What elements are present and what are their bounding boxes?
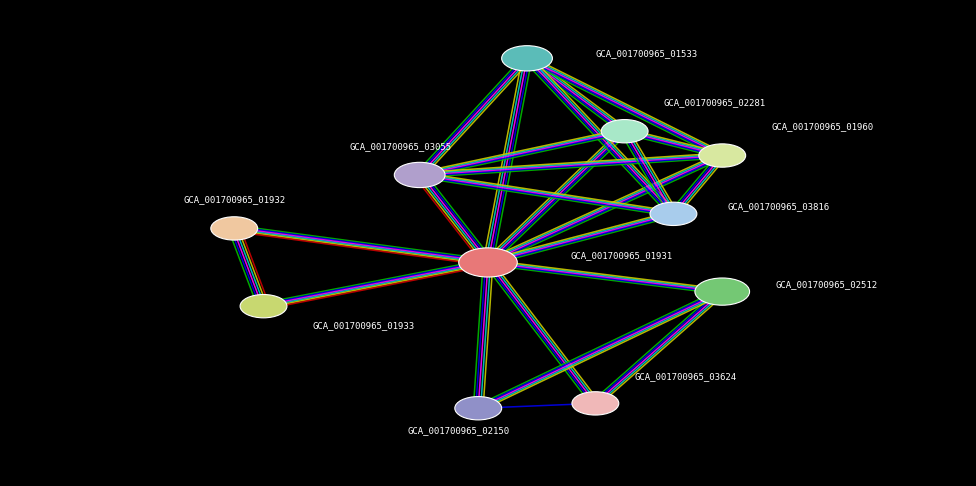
Text: GCA_001700965_01960: GCA_001700965_01960	[771, 122, 874, 131]
Circle shape	[650, 202, 697, 226]
Circle shape	[502, 46, 552, 71]
Text: GCA_001700965_01933: GCA_001700965_01933	[312, 321, 415, 330]
Circle shape	[695, 278, 750, 305]
Text: GCA_001700965_03624: GCA_001700965_03624	[634, 372, 737, 382]
Circle shape	[699, 144, 746, 167]
Text: GCA_001700965_02150: GCA_001700965_02150	[408, 426, 509, 435]
Text: GCA_001700965_01533: GCA_001700965_01533	[595, 49, 698, 58]
Circle shape	[211, 217, 258, 240]
Text: GCA_001700965_01932: GCA_001700965_01932	[183, 195, 285, 204]
Text: GCA_001700965_03816: GCA_001700965_03816	[727, 202, 830, 211]
Text: GCA_001700965_02512: GCA_001700965_02512	[776, 280, 878, 289]
Circle shape	[240, 295, 287, 318]
Text: GCA_001700965_03055: GCA_001700965_03055	[349, 141, 451, 151]
Circle shape	[572, 392, 619, 415]
Text: GCA_001700965_02281: GCA_001700965_02281	[664, 98, 766, 107]
Circle shape	[394, 162, 445, 188]
Circle shape	[459, 248, 517, 277]
Text: GCA_001700965_01931: GCA_001700965_01931	[571, 251, 673, 260]
Circle shape	[455, 397, 502, 420]
Circle shape	[601, 120, 648, 143]
